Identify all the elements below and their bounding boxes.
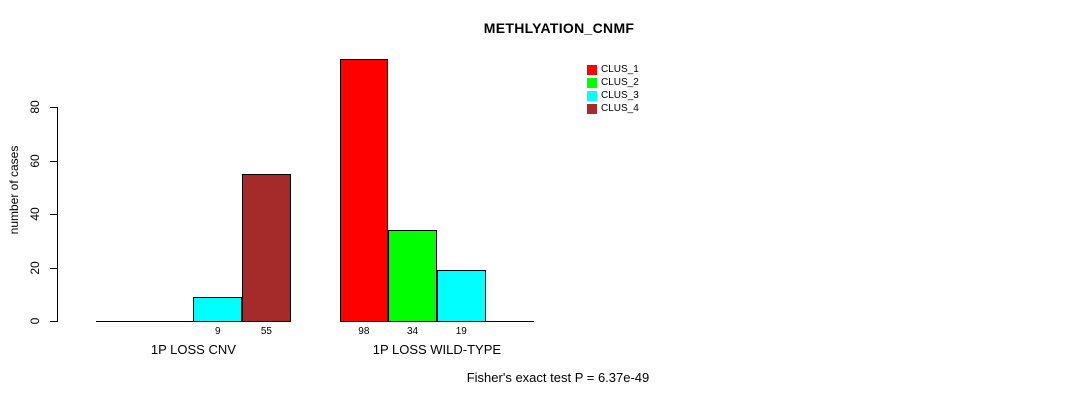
bar-value-label: 98 [358,326,370,337]
legend-item: CLUS_1 [587,64,639,77]
bar-clus_4-cnv [242,173,291,322]
legend-item: CLUS_2 [587,77,639,90]
legend-item: CLUS_3 [587,90,639,103]
legend-item-label: CLUS_2 [601,77,639,89]
x-category-label: 1P LOSS WILD-TYPE [372,342,502,357]
fisher-test-annotation: Fisher's exact test P = 6.37e-49 [466,370,650,385]
y-axis-tick [50,107,57,108]
y-axis-tick [50,321,57,322]
y-axis-tick [50,214,57,215]
y-axis-tick [50,267,57,269]
chart-title: METHLYATION_CNMF [483,20,635,36]
legend: CLUS_1 CLUS_2 CLUS_3 CLUS_4 [587,64,639,116]
x-category-label: 1P LOSS CNV [150,342,236,357]
legend-item-label: CLUS_1 [601,64,639,76]
bar-clus_3-wild-type [436,270,486,322]
bar-value-label: 34 [406,326,419,337]
y-axis-tick-label: 60 [28,153,42,168]
bar-value-label: 55 [260,326,272,337]
legend-swatch-clus_3 [587,91,597,102]
bar-value-label: 19 [455,326,467,337]
y-axis-tick-label: 20 [28,260,42,275]
bar-clus_1-wild-type [339,58,389,322]
legend-item-label: CLUS_3 [601,90,639,102]
bar-value-label: 9 [214,326,221,337]
bar-clus_2-wild-type [388,230,437,322]
y-axis-tick [50,160,57,162]
legend-item: CLUS_4 [587,103,639,116]
legend-swatch-clus_4 [587,104,597,115]
legend-swatch-clus_2 [587,78,597,89]
bar-clus_1-zero [96,321,145,322]
legend-item-label: CLUS_4 [601,103,639,115]
y-axis-line [57,107,58,322]
y-axis-tick-label: 80 [28,100,42,114]
y-axis-label: number of cases [7,145,21,235]
bar-clus_4-zero [485,321,535,322]
bar-clus_3-cnv [193,296,243,322]
legend-swatch-clus_1 [587,65,597,76]
y-axis-tick-label: 0 [28,317,42,325]
y-axis-tick-label: 40 [28,207,42,221]
bar-clus_2-zero [144,321,194,322]
